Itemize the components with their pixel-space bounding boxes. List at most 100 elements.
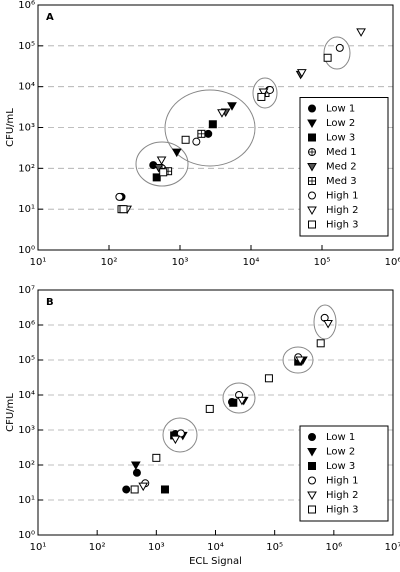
x-tick-label: 10² [89, 542, 106, 553]
marker-shape [308, 191, 316, 200]
marker-shape [119, 205, 128, 214]
marker-shape [308, 462, 316, 470]
marker-shape [208, 120, 217, 129]
group-ellipse [164, 89, 256, 167]
y-tick-label: 10⁷ [18, 285, 35, 296]
marker-shape [258, 88, 269, 98]
legend-label: Low 2 [326, 118, 355, 129]
y-tick-label: 10⁶ [18, 320, 35, 331]
marker-shape [170, 435, 181, 445]
legend-box [299, 425, 389, 522]
group-ellipse [162, 417, 198, 453]
y-tick-label: 10⁵ [18, 355, 35, 366]
marker-shape [257, 92, 266, 101]
group-ellipse [252, 77, 278, 109]
y-tick-label: 10¹ [18, 495, 35, 506]
legend-marker [308, 462, 316, 470]
data-point [122, 485, 131, 494]
data-point [295, 356, 306, 366]
x-tick-label: 10⁴ [207, 542, 224, 553]
legend-marker [308, 433, 316, 441]
data-point [208, 120, 217, 129]
data-point [335, 43, 344, 52]
y-axis-label: CFU/mL [5, 393, 16, 432]
plot-frame [37, 289, 394, 536]
x-tick-label: 10⁶ [325, 542, 342, 553]
marker-shape [307, 163, 317, 172]
legend-label: High 3 [326, 220, 359, 231]
data-point [323, 320, 333, 329]
group-ellipse [313, 304, 337, 340]
legend-marker [308, 148, 316, 156]
marker-shape [316, 339, 325, 348]
legend: Low 1 Low 2 Low 3 Med 1 Med 2 Med 3 High 1 High… [299, 97, 389, 237]
marker-shape [205, 404, 214, 413]
group-ellipse [323, 36, 351, 70]
y-tick-label: 10⁴ [18, 390, 35, 401]
legend-label: Med 1 [326, 147, 357, 158]
legend-label: Low 1 [326, 104, 355, 115]
marker-shape [122, 485, 131, 494]
legend-label: Low 3 [326, 133, 355, 144]
panel-label: B [46, 297, 54, 308]
group-ellipse [135, 141, 189, 187]
y-tick-label: 10⁴ [18, 82, 35, 93]
data-point [130, 485, 139, 494]
data-point [152, 173, 161, 182]
legend-label: Low 2 [326, 447, 355, 458]
marker-shape [192, 137, 201, 146]
legend-label: Med 3 [326, 176, 357, 187]
legend-marker [308, 133, 316, 142]
data-point [264, 374, 273, 383]
marker-shape [356, 28, 366, 37]
x-tick-label: 10³ [148, 542, 165, 553]
marker-shape [308, 476, 316, 485]
marker-shape [132, 468, 141, 477]
marker-shape [152, 173, 161, 182]
legend-label: High 2 [326, 205, 359, 216]
x-tick-label: 10³ [172, 257, 189, 268]
y-tick-label: 10² [18, 460, 35, 471]
legend-marker [307, 491, 317, 501]
x-tick-label: 10⁵ [266, 542, 283, 553]
data-point [258, 88, 269, 98]
legend-marker [308, 505, 316, 514]
marker-shape [307, 491, 317, 501]
data-point [323, 53, 332, 62]
data-point [171, 148, 182, 158]
data-point [217, 109, 227, 118]
marker-shape [152, 453, 161, 462]
y-tick-label: 10³ [18, 123, 35, 134]
x-tick-label: 10⁶ [385, 257, 400, 268]
marker-shape [335, 43, 344, 52]
legend-marker [307, 163, 317, 172]
marker-shape [307, 206, 317, 216]
group-ellipse [222, 382, 256, 414]
data-point [170, 435, 181, 445]
data-point [176, 429, 185, 438]
x-tick-label: 10¹ [30, 257, 47, 268]
legend-marker [308, 476, 316, 485]
legend-label: High 2 [326, 490, 359, 501]
data-point [181, 135, 190, 144]
data-point [205, 404, 214, 413]
marker-shape [156, 156, 167, 166]
marker-shape [308, 433, 316, 441]
data-point [257, 92, 266, 101]
marker-shape [159, 168, 168, 177]
data-point [356, 28, 366, 37]
data-point [296, 69, 307, 78]
data-point [138, 482, 149, 492]
data-point [237, 396, 247, 406]
data-point [160, 485, 169, 494]
data-point [316, 339, 325, 348]
legend-label: Low 3 [326, 461, 355, 472]
marker-shape [308, 505, 316, 514]
marker-shape [217, 109, 227, 118]
marker-shape [264, 374, 273, 383]
y-axis-label: CFU/mL [5, 108, 16, 147]
x-axis-label: ECL Signal [189, 556, 242, 567]
